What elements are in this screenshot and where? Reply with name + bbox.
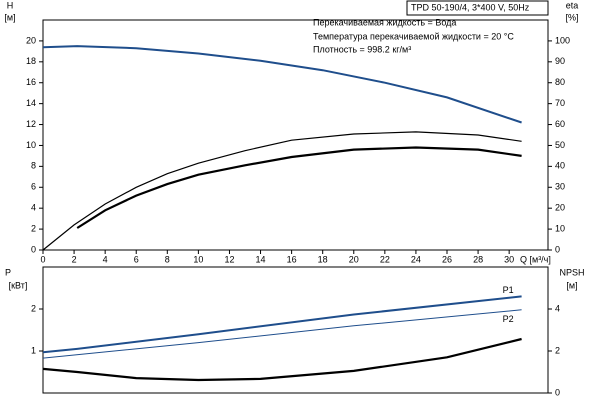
y2-tick-label: 40 [555,161,565,171]
y-tick-label: 4 [31,203,36,213]
plot-frame [42,19,549,251]
info-text: TPD 50-190/4, 3*400 V, 50Hz [411,2,530,12]
x-tick-label: 20 [349,254,359,264]
y-tick-label: 10 [26,140,36,150]
y-unit: [м] [4,12,15,22]
series-label: P2 [503,314,514,324]
curve [42,309,522,359]
x-tick-label: 0 [40,254,45,264]
y2-tick-label: 10 [555,223,565,233]
x-tick-label: 8 [165,254,170,264]
curve [42,45,522,124]
y-tick-label: 2 [31,223,36,233]
y-tick-label: 20 [26,35,36,45]
series-label: P1 [503,285,514,295]
info-box [406,0,549,16]
y2-tick-label: 90 [555,56,565,66]
y2-label: eta [566,0,579,10]
y-tick-label: 16 [26,77,36,87]
y2-tick-label: 4 [555,303,560,313]
x-tick-label: 12 [224,254,234,264]
x-tick-label: 10 [193,254,203,264]
y-tick-label: 12 [26,119,36,129]
y2-tick-label: 2 [555,345,560,355]
y2-tick-label: 50 [555,140,565,150]
y-unit: [кВт] [9,280,28,290]
y-tick-label: 8 [31,161,36,171]
x-label: Q [м³/ч] [520,254,551,264]
x-tick-label: 6 [134,254,139,264]
y2-tick-label: 80 [555,77,565,87]
annotation: Плотность = 998.2 кг/м³ [313,44,411,54]
y2-tick-label: 100 [555,35,570,45]
x-tick-label: 22 [380,254,390,264]
y2-tick-label: 70 [555,98,565,108]
y2-tick-label: 0 [555,244,560,254]
annotation: Температура перекачиваемой жидкости = 20… [313,31,514,41]
y-tick-label: 18 [26,56,36,66]
y2-label: NPSH [559,267,584,277]
x-tick-label: 30 [504,254,514,264]
y2-tick-label: 30 [555,182,565,192]
x-tick-label: 28 [473,254,483,264]
plot-frame [42,266,549,394]
y-tick-label: 2 [31,303,36,313]
y-label: H [7,0,14,10]
y2-unit: [м] [566,280,577,290]
curve [42,337,522,382]
curve [42,131,522,251]
x-tick-label: 2 [72,254,77,264]
y2-unit: [%] [565,12,578,22]
annotation: Перекачиваемая жидкость = Вода [313,17,456,27]
x-tick-label: 18 [318,254,328,264]
curve [76,146,522,229]
x-tick-label: 4 [103,254,108,264]
y-tick-label: 6 [31,182,36,192]
y2-tick-label: 0 [555,387,560,397]
x-tick-label: 24 [411,254,421,264]
x-tick-label: 16 [287,254,297,264]
curve [42,295,522,354]
y-label: P [5,267,11,277]
x-tick-label: 14 [256,254,266,264]
y-tick-label: 0 [31,244,36,254]
y2-tick-label: 60 [555,119,565,129]
y-tick-label: 14 [26,98,36,108]
x-tick-label: 26 [442,254,452,264]
y-tick-label: 1 [31,345,36,355]
y2-tick-label: 20 [555,203,565,213]
